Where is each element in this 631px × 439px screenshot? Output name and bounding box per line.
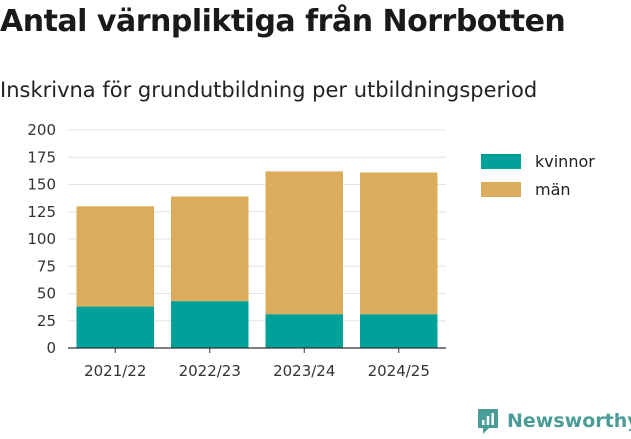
legend-swatch-man: [481, 181, 521, 197]
bar-man-2021-22: [76, 206, 154, 307]
brand-name: Newsworthy: [507, 410, 631, 432]
x-tick-label-2022-23: 2022/23: [179, 362, 241, 380]
bar-man-2023-24: [265, 171, 343, 315]
y-tick-label-25: 25: [37, 312, 56, 330]
y-tick-label-200: 200: [27, 121, 56, 139]
brand-logo[interactable]: Newsworthy: [476, 407, 631, 435]
bar-man-2024-25: [360, 172, 438, 315]
bar-man-2022-23: [171, 196, 249, 302]
x-tick-label-2021-22: 2021/22: [84, 362, 146, 380]
stacked-bar-chart: 0 25 50 75 100 125 150 175 200 2021/22 2022/23 2023…: [27, 121, 446, 380]
legend-item-kvinnor: kvinnor: [481, 147, 595, 175]
bar-kvinnor-2022-23: [171, 301, 249, 348]
chart-title: Antal värnpliktiga från Norrbotten: [0, 4, 566, 39]
legend-item-man: män: [481, 175, 595, 203]
y-tick-label-0: 0: [46, 339, 56, 357]
chart-legend: kvinnor män: [481, 147, 595, 203]
y-tick-label-75: 75: [37, 257, 56, 275]
bar-kvinnor-2024-25: [360, 314, 438, 348]
legend-label-kvinnor: kvinnor: [535, 151, 595, 171]
y-tick-label-175: 175: [27, 148, 56, 166]
y-tick-label-150: 150: [27, 176, 56, 194]
x-tick-label-2024-25: 2024/25: [368, 362, 430, 380]
y-tick-label-125: 125: [27, 203, 56, 221]
y-tick-label-50: 50: [37, 285, 56, 303]
legend-label-man: män: [535, 179, 571, 199]
y-tick-label-100: 100: [27, 230, 56, 248]
bar-kvinnor-2023-24: [265, 314, 343, 348]
bar-kvinnor-2021-22: [76, 306, 154, 348]
newsworthy-chart-icon: [478, 409, 498, 434]
chart-subtitle: Inskrivna för grundutbildning per utbild…: [0, 78, 538, 102]
legend-swatch-kvinnor: [481, 153, 521, 169]
x-tick-label-2023-24: 2023/24: [273, 362, 335, 380]
